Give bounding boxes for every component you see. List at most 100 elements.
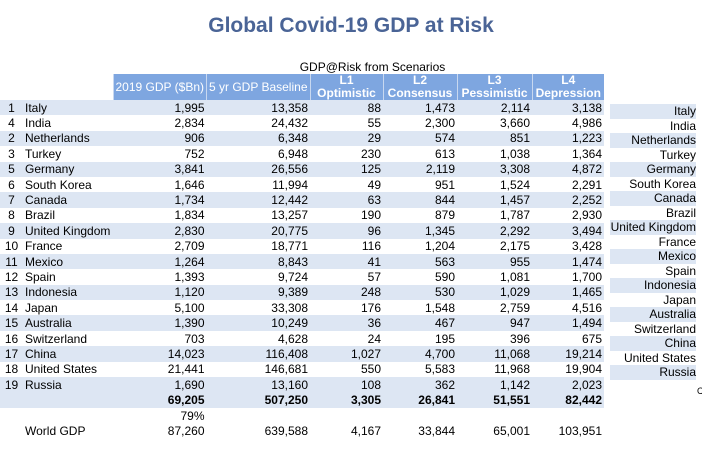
baseline-cell: 24,432: [271, 116, 308, 131]
gdp-cell: 1,995: [113, 100, 207, 116]
l2-cell: 574: [383, 130, 457, 147]
baseline-cell: 33,308: [271, 300, 308, 315]
rank-cell: 3: [8, 146, 15, 161]
l3-cell: 1,457: [457, 192, 532, 208]
l2-cell: 844: [383, 192, 457, 208]
l2-cell: 1,473: [383, 100, 457, 116]
l3-cell: 3,308: [457, 161, 532, 177]
l2-cell: 5,583: [424, 362, 455, 377]
country-cell: Brazil: [25, 208, 56, 223]
right-list-item: Italy: [610, 104, 696, 119]
header-l4: L4 Depression: [531, 74, 604, 100]
gdp-cell: 703: [184, 331, 205, 346]
country-cell: Germany: [23, 161, 113, 177]
l3-cell: 1,142: [457, 377, 532, 393]
l1-cell: 1,027: [310, 346, 383, 362]
rank-cell: 13: [0, 284, 23, 301]
l1-cell: 108: [310, 377, 383, 393]
l4-cell: 19,904: [565, 362, 602, 377]
total-baseline-cell: 507,250: [206, 392, 310, 408]
rank-cell: 14: [4, 300, 19, 315]
l1-cell: 49: [367, 177, 381, 192]
rank-cell: 4: [8, 116, 15, 131]
right-list-item: Mexico: [610, 249, 696, 264]
baseline-cell: 13,160: [206, 377, 310, 393]
baseline-cell: 20,775: [206, 223, 310, 239]
l3-cell: 2,114: [457, 100, 532, 116]
l2-cell: 1,548: [424, 300, 455, 315]
rank-cell: 10: [4, 239, 19, 254]
country-cell: Turkey: [25, 146, 62, 161]
header-blank: [23, 74, 113, 100]
page-title: Global Covid-19 GDP at Risk: [208, 14, 494, 37]
gdp-cell: 5,100: [174, 300, 205, 315]
l4-cell: 3,138: [532, 100, 604, 116]
header-l1: L1 Optimistic: [309, 74, 383, 100]
table-row: 1 Italy 1,995 13,358 88 1,473 2,114 3,138: [0, 100, 604, 116]
l3-cell: 11,068: [457, 346, 532, 362]
rank-cell: 8: [8, 208, 15, 223]
l2-cell: 1,345: [383, 223, 457, 239]
l3-cell: 947: [457, 315, 532, 331]
header-blank: [0, 74, 23, 100]
rank-cell: 11: [0, 253, 23, 270]
l4-cell: 1,465: [532, 284, 604, 301]
rank-cell: 9: [0, 223, 23, 239]
l4-cell: 2,291: [571, 177, 602, 192]
header-l3: L3 Pessimistic: [456, 74, 532, 100]
totals-row: 69,205 507,250 3,305 26,841 51,551 82,442: [0, 392, 604, 408]
l4-cell: 1,494: [532, 315, 604, 331]
l1-cell: 116: [361, 239, 381, 254]
country-cell: Indonesia: [23, 284, 113, 301]
gdp-cell: 1,734: [113, 192, 207, 208]
l1-cell: 96: [310, 223, 383, 239]
blank-cell: [0, 408, 23, 423]
l1-cell: 57: [367, 269, 381, 284]
header-l1-code: L1: [339, 74, 354, 87]
country-cell: Spain: [25, 269, 56, 284]
world-l1-cell: 4,167: [350, 423, 381, 438]
right-list-item: Canada: [610, 191, 696, 206]
l2-cell: 362: [383, 377, 457, 393]
l4-cell: 2,252: [532, 192, 604, 208]
country-cell: United States: [25, 362, 98, 377]
total-l3-cell: 51,551: [457, 392, 532, 408]
country-cell: Netherlands: [23, 130, 113, 147]
share-cell: 79%: [180, 408, 205, 423]
header-baseline: 5 yr GDP Baseline: [206, 74, 310, 100]
right-list-item: Japan: [663, 292, 696, 307]
l2-cell: 530: [383, 284, 457, 301]
l3-cell: 851: [457, 130, 532, 147]
world-gdp-row: World GDP 87,260 639,588 4,167 33,844 65,001 1…: [0, 423, 604, 438]
l2-cell: 879: [434, 208, 455, 223]
baseline-cell: 12,442: [206, 192, 310, 208]
l2-cell: 1,204: [424, 239, 455, 254]
gdp-cell: 2,709: [174, 239, 205, 254]
l3-cell: 955: [457, 253, 532, 270]
right-list-item: India: [669, 118, 696, 133]
header-row: 2019 GDP ($Bn) 5 yr GDP Baseline L1 Optim…: [0, 74, 604, 100]
gdp-cell: 1,834: [174, 208, 205, 223]
l2-cell: 195: [434, 331, 455, 346]
country-cell: United Kingdom: [23, 223, 113, 239]
table-body: 1 Italy 1,995 13,358 88 1,473 2,114 3,138 4 India…: [0, 100, 604, 439]
l3-cell: 1,524: [499, 177, 530, 192]
baseline-cell: 26,556: [206, 161, 310, 177]
world-l2-cell: 33,844: [418, 423, 455, 438]
l1-cell: 125: [310, 161, 383, 177]
l3-cell: 3,660: [499, 116, 530, 131]
gdp-cell: 1,393: [174, 269, 205, 284]
l2-cell: 951: [434, 177, 455, 192]
l1-cell: 24: [367, 331, 381, 346]
l3-cell: 2,175: [499, 239, 530, 254]
baseline-cell: 8,843: [206, 253, 310, 270]
header-2019-gdp: 2019 GDP ($Bn): [112, 74, 207, 100]
gdp-cell: 1,646: [174, 177, 205, 192]
right-list-item: United Kingdom: [610, 220, 696, 235]
l1-cell: 230: [360, 146, 381, 161]
blank-cell: [23, 408, 113, 423]
table-row: 11 Mexico 1,264 8,843 41 563 955 1,474: [0, 253, 604, 270]
country-cell: Italy: [23, 100, 113, 116]
table-row: 13 Indonesia 1,120 9,389 248 530 1,029 1,465: [0, 284, 604, 301]
blank-cell: [383, 408, 457, 423]
